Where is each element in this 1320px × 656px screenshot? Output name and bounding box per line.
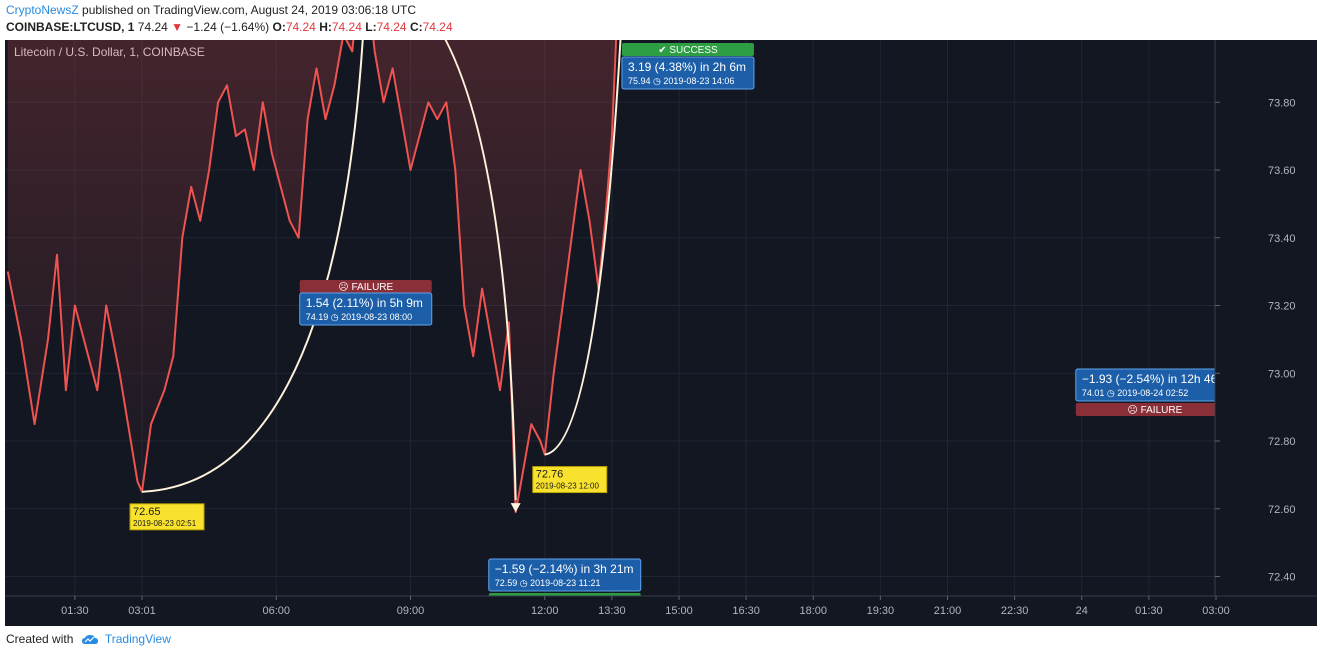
arrow-icon — [510, 503, 521, 513]
price-axis: 76.2076.0075.8075.6075.4075.2075.0074.80… — [1214, 40, 1317, 626]
close-label: C: — [409, 20, 423, 34]
time-tick-label: 06:00 — [262, 605, 290, 617]
time-tick-label: 22:30 — [1001, 605, 1029, 617]
measure-arc — [444, 40, 517, 501]
badge-bg — [299, 280, 432, 293]
price-chart[interactable]: Litecoin / U.S. Dollar, 1, COINBASE72.65… — [5, 40, 1317, 626]
series-area-below — [7, 40, 617, 513]
badge-text: ✔ SUCCESS — [658, 45, 718, 56]
measure-box-bg — [488, 558, 642, 592]
price-axis-bg — [1215, 40, 1317, 626]
chart-header: CryptoNewsZ published on TradingView.com… — [0, 0, 1320, 40]
price-tick-label: 73.40 — [1268, 233, 1296, 245]
time-tick-label: 03:01 — [128, 605, 156, 617]
measure-date: 72.59 ◷ 2019-08-23 11:21 — [495, 578, 601, 588]
close-value: 74.24 — [422, 20, 453, 34]
badge-text: ☹ FAILURE — [338, 281, 393, 293]
measure-date: 74.01 ◷ 2019-08-24 02:52 — [1082, 388, 1188, 398]
badge-bg — [621, 43, 754, 56]
low-label-price: 72.76 — [536, 469, 564, 481]
failure-badge: ☹ FAILURE — [299, 280, 432, 293]
measure-box-bg — [621, 56, 755, 90]
time-tick-label: 13:30 — [598, 605, 626, 617]
footer: Created with TradingView — [6, 632, 171, 646]
badge-bg — [1075, 403, 1234, 416]
tradingview-logo-icon — [81, 634, 98, 644]
badge-text: ☹ FAILURE — [1127, 404, 1182, 416]
created-with-label: Created with — [6, 632, 74, 646]
time-tick-label: 19:30 — [867, 605, 895, 617]
measure-text: −1.93 (−2.54%) in 12h 46m — [1082, 372, 1227, 386]
measure-text: −1.59 (−2.14%) in 3h 21m — [495, 562, 634, 576]
time-tick-label: 03:00 — [1202, 605, 1230, 617]
time-tick-label: 18:00 — [799, 605, 827, 617]
measure-date: 75.94 ◷ 2019-08-23 14:06 — [628, 76, 734, 86]
publish-info: published on TradingView.com, August 24,… — [82, 3, 417, 17]
chart-panel[interactable]: Litecoin / U.S. Dollar, 1, COINBASE72.65… — [5, 40, 1317, 626]
low-label-price: 72.65 — [133, 506, 161, 518]
measure-label: 3.19 (4.38%) in 2h 6m 75.94 ◷ 2019-08-23 … — [621, 56, 755, 90]
time-tick-label: 12:00 — [531, 605, 559, 617]
ohlc-line: COINBASE:LTCUSD, 1 74.24 ▼ −1.24 (−1.64%… — [6, 20, 453, 34]
time-tick-label: 21:00 — [934, 605, 962, 617]
price-tick-label: 72.60 — [1268, 504, 1296, 516]
price-tick-label: 73.60 — [1268, 165, 1296, 177]
price-tick-label: 74.00 — [1268, 40, 1296, 42]
price-tick-label: 73.80 — [1268, 97, 1296, 109]
time-tick-label: 15:00 — [665, 605, 693, 617]
tradingview-link[interactable]: TradingView — [104, 632, 171, 646]
measure-arc — [141, 40, 364, 493]
symbol-label: COINBASE:LTCUSD, 1 — [6, 20, 135, 34]
time-tick-label: 01:30 — [1135, 605, 1163, 617]
publish-line: CryptoNewsZ published on TradingView.com… — [6, 3, 416, 17]
price-tick-label: 73.20 — [1268, 301, 1296, 313]
high-label: H: — [319, 20, 332, 34]
measure-text: 3.19 (4.38%) in 2h 6m — [628, 60, 746, 74]
low-label: L: — [365, 20, 377, 34]
high-value: 74.24 — [331, 20, 362, 34]
measure-box-bg — [299, 292, 433, 326]
measure-text: 1.54 (2.11%) in 5h 9m — [306, 296, 423, 310]
time-axis-bg — [5, 596, 1317, 626]
author-link[interactable]: CryptoNewsZ — [6, 3, 79, 17]
price-change: −1.24 (−1.64%) — [186, 20, 270, 34]
success-badge: ✔ SUCCESS — [621, 43, 754, 56]
price-tick-label: 73.00 — [1268, 368, 1296, 380]
measure-label: 1.54 (2.11%) in 5h 9m 74.19 ◷ 2019-08-23 … — [299, 292, 433, 326]
series-line-below — [6, 40, 618, 514]
open-label: O: — [272, 20, 286, 34]
low-label-bg — [532, 466, 608, 494]
open-value: 74.24 — [285, 20, 316, 34]
time-tick-label: 24 — [1076, 605, 1088, 617]
low-label-date: 2019-08-23 02:51 — [133, 519, 197, 528]
low-label-date: 2019-08-23 12:00 — [536, 482, 600, 491]
price-tick-label: 72.80 — [1268, 436, 1296, 448]
failure-badge: ☹ FAILURE — [1075, 403, 1234, 416]
last-price: 74.24 — [137, 20, 168, 34]
measure-label: −1.93 (−2.54%) in 12h 46m 74.01 ◷ 2019-08… — [1075, 368, 1235, 402]
measure-label: −1.59 (−2.14%) in 3h 21m 72.59 ◷ 2019-08-… — [488, 558, 642, 592]
measure-arc — [544, 40, 622, 456]
time-tick-label: 09:00 — [397, 605, 425, 617]
down-arrow-icon: ▼ — [171, 20, 184, 34]
low-label-bg — [129, 503, 205, 531]
low-value: 74.24 — [376, 20, 407, 34]
time-tick-label: 16:30 — [732, 605, 760, 617]
measure-date: 74.19 ◷ 2019-08-23 08:00 — [306, 312, 412, 322]
price-tick-label: 72.40 — [1268, 572, 1296, 584]
time-axis: 01:30 03:01 06:00 09:00 12:00 13:30 15:00 16:30… — [5, 595, 1317, 626]
time-tick-label: 01:30 — [61, 605, 89, 617]
